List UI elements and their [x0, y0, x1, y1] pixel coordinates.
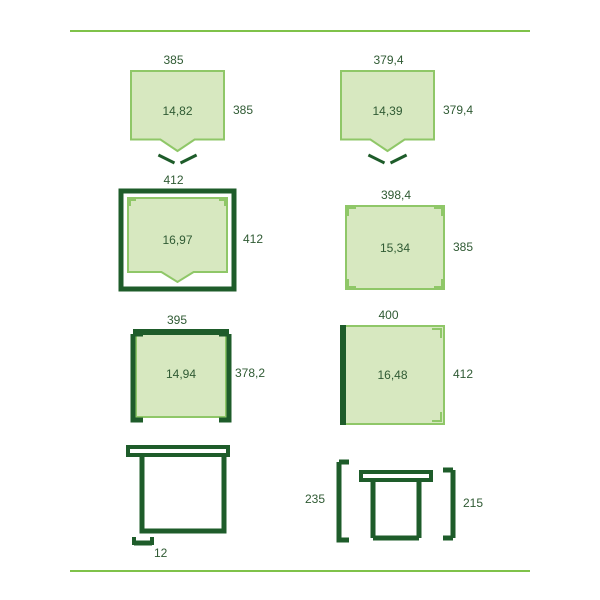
area-p6: 16,48	[377, 368, 407, 382]
top-rule	[70, 30, 530, 32]
area-p5: 14,94	[166, 367, 196, 381]
dim-right-p5: 378,2	[235, 366, 265, 380]
dim-right-p1: 385	[233, 103, 253, 117]
area-p3: 16,97	[162, 233, 192, 247]
dim-right-p3: 412	[243, 232, 263, 246]
dim-top-p3: 412	[164, 173, 184, 187]
elev2-left-dim: 235	[305, 492, 325, 506]
area-p4: 15,34	[380, 241, 410, 255]
area-p1: 14,82	[162, 104, 192, 118]
dim-top-p5: 395	[167, 313, 187, 327]
area-p2: 14,39	[372, 104, 402, 118]
dim-top-p6: 400	[379, 308, 399, 322]
bottom-rule	[70, 570, 530, 572]
elevation-2	[335, 460, 457, 540]
elev1-foot-dim: 12	[154, 546, 167, 560]
elevation-1	[128, 447, 228, 545]
dim-right-p4: 385	[453, 240, 473, 254]
dim-top-p2: 379,4	[374, 53, 404, 67]
dim-top-p4: 398,4	[381, 188, 411, 202]
dim-right-p6: 412	[453, 367, 473, 381]
dim-right-p2: 379,4	[443, 103, 473, 117]
dim-top-p1: 385	[164, 53, 184, 67]
elev2-right-dim: 215	[463, 496, 483, 510]
